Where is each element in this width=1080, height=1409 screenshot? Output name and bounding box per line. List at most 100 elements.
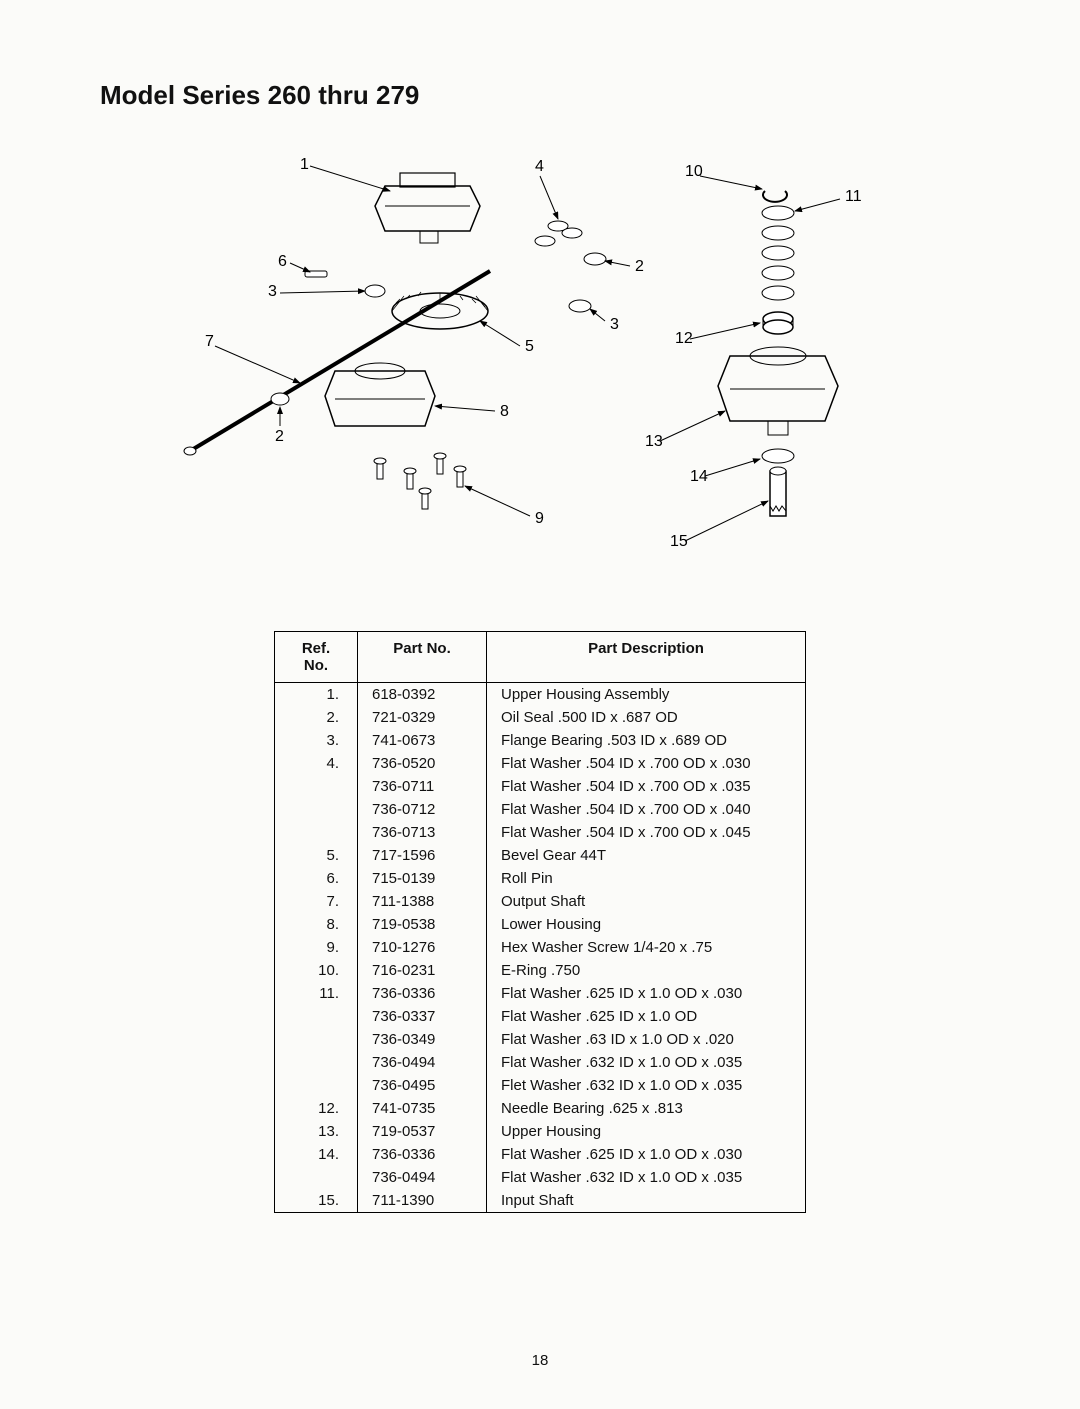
washer-14-icon — [762, 449, 794, 463]
table-row: 736-0337Flat Washer .625 ID x 1.0 OD — [275, 1005, 806, 1028]
cell-desc: Flange Bearing .503 ID x .689 OD — [487, 729, 806, 752]
table-row: 7.711-1388Output Shaft — [275, 890, 806, 913]
cell-desc: Flat Washer .632 ID x 1.0 OD x .035 — [487, 1166, 806, 1189]
cell-partno: 736-0494 — [358, 1166, 487, 1189]
cell-ref: 13. — [275, 1120, 358, 1143]
cell-partno: 717-1596 — [358, 844, 487, 867]
cell-ref — [275, 775, 358, 798]
callout-7: 7 — [205, 333, 214, 350]
callout-5: 5 — [525, 338, 534, 355]
table-row: 736-0495Flet Washer .632 ID x 1.0 OD x .… — [275, 1074, 806, 1097]
table-row: 15.711-1390Input Shaft — [275, 1189, 806, 1213]
callout-1: 1 — [300, 156, 309, 173]
cell-desc: Lower Housing — [487, 913, 806, 936]
flange-bearing-left-icon — [365, 285, 385, 297]
table-row: 736-0349Flat Washer .63 ID x 1.0 OD x .0… — [275, 1028, 806, 1051]
cell-partno: 736-0336 — [358, 1143, 487, 1166]
cell-partno: 736-0336 — [358, 982, 487, 1005]
cell-ref: 4. — [275, 752, 358, 775]
callout-13: 13 — [645, 433, 663, 450]
cell-ref: 9. — [275, 936, 358, 959]
cell-partno: 741-0735 — [358, 1097, 487, 1120]
cell-ref: 10. — [275, 959, 358, 982]
col-partno: Part No. — [358, 632, 487, 683]
cell-partno: 710-1276 — [358, 936, 487, 959]
cell-partno: 736-0711 — [358, 775, 487, 798]
table-row: 13.719-0537Upper Housing — [275, 1120, 806, 1143]
table-row: 2.721-0329Oil Seal .500 ID x .687 OD — [275, 706, 806, 729]
cell-ref: 5. — [275, 844, 358, 867]
upper-housing-assembly-icon — [375, 173, 480, 243]
cell-desc: Flat Washer .504 ID x .700 OD x .035 — [487, 775, 806, 798]
cell-partno: 711-1390 — [358, 1189, 487, 1213]
cell-ref — [275, 1166, 358, 1189]
washers-4-icon — [535, 221, 582, 246]
cell-partno: 736-0337 — [358, 1005, 487, 1028]
cell-desc: Upper Housing — [487, 1120, 806, 1143]
cell-partno: 719-0537 — [358, 1120, 487, 1143]
cell-desc: Bevel Gear 44T — [487, 844, 806, 867]
table-row: 9.710-1276Hex Washer Screw 1/4-20 x .75 — [275, 936, 806, 959]
col-desc: Part Description — [487, 632, 806, 683]
cell-partno: 711-1388 — [358, 890, 487, 913]
cell-desc: Flat Washer .504 ID x .700 OD x .040 — [487, 798, 806, 821]
table-row: 6.715-0139Roll Pin — [275, 867, 806, 890]
table-row: 736-0494Flat Washer .632 ID x 1.0 OD x .… — [275, 1051, 806, 1074]
callout-10: 10 — [685, 163, 703, 180]
cell-ref — [275, 1051, 358, 1074]
parts-table: Ref. No. Part No. Part Description 1.618… — [274, 631, 806, 1213]
callout-3: 3 — [610, 316, 619, 333]
cell-ref: 12. — [275, 1097, 358, 1120]
cell-ref: 11. — [275, 982, 358, 1005]
table-row: 4.736-0520Flat Washer .504 ID x .700 OD … — [275, 752, 806, 775]
cell-ref: 7. — [275, 890, 358, 913]
input-shaft-icon — [770, 467, 786, 516]
callout-8: 8 — [500, 403, 509, 420]
cell-ref — [275, 1005, 358, 1028]
table-row: 8.719-0538Lower Housing — [275, 913, 806, 936]
cell-partno: 736-0520 — [358, 752, 487, 775]
callout-3b: 3 — [268, 283, 277, 300]
cell-partno: 719-0538 — [358, 913, 487, 936]
washers-11-icon — [762, 206, 794, 300]
cell-partno: 716-0231 — [358, 959, 487, 982]
callout-15: 15 — [670, 533, 688, 550]
exploded-diagram: 1 4 2 3 6 3 7 2 5 8 — [160, 151, 920, 571]
table-row: 12.741-0735Needle Bearing .625 x .813 — [275, 1097, 806, 1120]
cell-desc: Flat Washer .632 ID x 1.0 OD x .035 — [487, 1051, 806, 1074]
col-ref: Ref. No. — [275, 632, 358, 683]
oil-seal-left-icon — [271, 393, 289, 405]
flange-bearing-right-icon — [569, 300, 591, 312]
cell-ref — [275, 821, 358, 844]
cell-ref: 2. — [275, 706, 358, 729]
table-row: 736-0712Flat Washer .504 ID x .700 OD x … — [275, 798, 806, 821]
cell-partno: 736-0495 — [358, 1074, 487, 1097]
cell-desc: Upper Housing Assembly — [487, 683, 806, 707]
table-row: 14.736-0336Flat Washer .625 ID x 1.0 OD … — [275, 1143, 806, 1166]
table-row: 11.736-0336Flat Washer .625 ID x 1.0 OD … — [275, 982, 806, 1005]
output-shaft-icon — [184, 271, 490, 455]
callout-14: 14 — [690, 468, 708, 485]
callout-11: 11 — [845, 188, 862, 205]
callout-6: 6 — [278, 253, 287, 270]
table-row: 3.741-0673Flange Bearing .503 ID x .689 … — [275, 729, 806, 752]
oil-seal-right-icon — [584, 253, 606, 265]
cell-desc: Flat Washer .504 ID x .700 OD x .030 — [487, 752, 806, 775]
cell-desc: Flet Washer .632 ID x 1.0 OD x .035 — [487, 1074, 806, 1097]
hex-screws-icon — [374, 453, 466, 509]
callout-2b: 2 — [275, 428, 284, 445]
page-title: Model Series 260 thru 279 — [100, 80, 980, 111]
cell-ref: 3. — [275, 729, 358, 752]
cell-desc: E-Ring .750 — [487, 959, 806, 982]
cell-desc: Flat Washer .63 ID x 1.0 OD x .020 — [487, 1028, 806, 1051]
cell-ref — [275, 1074, 358, 1097]
table-row: 1.618-0392Upper Housing Assembly — [275, 683, 806, 707]
table-row: 10.716-0231E-Ring .750 — [275, 959, 806, 982]
table-row: 736-0711Flat Washer .504 ID x .700 OD x … — [275, 775, 806, 798]
cell-desc: Needle Bearing .625 x .813 — [487, 1097, 806, 1120]
cell-partno: 741-0673 — [358, 729, 487, 752]
cell-desc: Roll Pin — [487, 867, 806, 890]
cell-ref — [275, 798, 358, 821]
table-row: 736-0494Flat Washer .632 ID x 1.0 OD x .… — [275, 1166, 806, 1189]
table-row: 5.717-1596Bevel Gear 44T — [275, 844, 806, 867]
